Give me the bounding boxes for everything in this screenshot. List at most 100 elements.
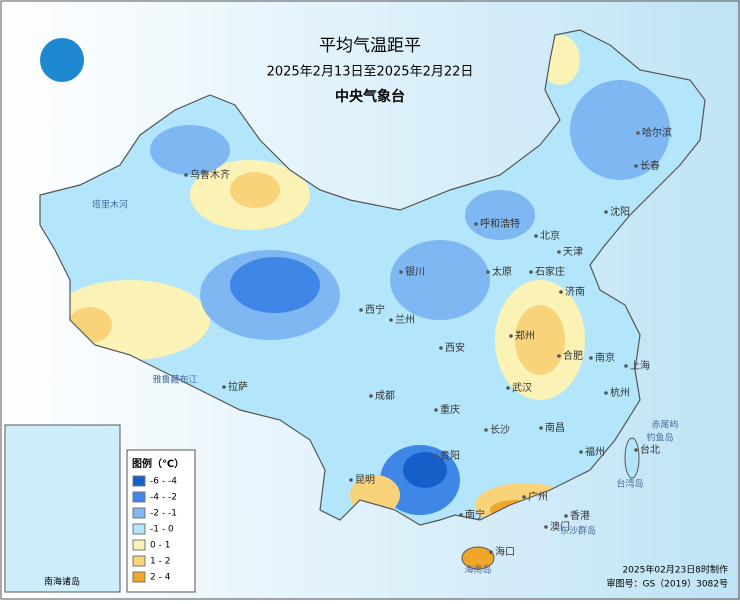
legend-items: -6 - -4 -4 - -2 -2 - -1 -1 - 0 0 - 1 1 - 2 2 -… [132,475,177,583]
city-dot [434,408,438,412]
legend-label: -1 - 0 [150,525,174,535]
city-label: 西安 [445,341,465,354]
legend-swatch [132,475,146,487]
city-dot [579,450,583,454]
city-dot [522,495,526,499]
city-label: 武汉 [512,381,532,394]
place-label: 雅鲁藏布江 [152,374,197,386]
city-dot [529,270,533,274]
city-dot [624,364,628,368]
city-dot [559,290,563,294]
city-label: 香港 [570,510,590,522]
city-label: 福州 [585,445,605,458]
city-dot [589,356,593,360]
city-label: 西宁 [365,303,385,316]
city-label: 长春 [640,160,660,172]
city-dot [557,250,561,254]
city-dot [557,354,561,358]
city-dot [564,514,568,518]
legend-label: 1 - 2 [150,557,170,567]
city-dot [506,386,510,390]
city-dot [534,234,538,238]
city-dot [539,426,543,430]
city-label: 上海 [630,359,650,372]
legend-swatch [132,555,146,567]
city-label: 北京 [540,229,560,242]
city-dot [509,334,513,338]
city-label: 呼和浩特 [480,218,520,230]
city-label: 重庆 [440,403,460,416]
city-dot [544,525,548,529]
logo [40,38,84,82]
city-dot [636,131,640,135]
city-dot [349,478,353,482]
city-dot [389,318,393,322]
city-label: 广州 [528,491,548,503]
city-dot [634,448,638,452]
place-label: 台湾岛 [616,478,643,490]
city-dot [399,270,403,274]
city-dot [604,210,608,214]
city-dot [359,308,363,312]
city-label: 乌鲁木齐 [190,168,230,181]
legend-label: -4 - -2 [150,493,177,503]
city-label: 长沙 [490,424,510,436]
city-dot [369,394,373,398]
legend-swatch [132,507,146,519]
place-label: 塔里木河 [92,199,128,211]
city-label: 石家庄 [535,265,565,278]
city-label: 沈阳 [610,205,630,218]
city-label: 兰州 [395,313,415,326]
place-label: 赤尾屿 [651,420,678,431]
city-label: 海口 [495,545,515,558]
city-label: 郑州 [515,329,535,342]
city-label: 太原 [492,265,512,278]
city-label: 南昌 [545,421,565,434]
legend-swatch [132,539,146,551]
place-label: 钓鱼岛 [646,432,673,444]
taiwan [624,437,640,479]
footer-approval: 审图号：GS（2019）3082号 [607,578,729,590]
legend-swatch [132,523,146,535]
city-label: 哈尔滨 [642,126,672,139]
city-dot [222,385,226,389]
city-label: 拉萨 [228,380,248,393]
city-label: 合肥 [563,349,583,362]
city-dot [604,391,608,395]
city-dot [634,164,638,168]
subtitle: 2025年2月13日至2025年2月22日 [267,65,474,80]
title: 平均气温距平 [319,36,421,56]
place-label: 海南岛 [464,564,491,576]
city-dot [459,513,463,517]
place-label: 东沙群岛 [560,525,596,537]
inset [4,424,121,593]
city-label: 南京 [595,351,615,364]
city-label: 济南 [565,285,585,298]
legend-title: 图例（℃） [132,457,184,470]
city-dot [486,270,490,274]
city-label: 成都 [375,390,395,402]
legend [126,449,196,593]
city-label: 杭州 [610,386,630,399]
city-label: 银川 [405,265,425,278]
legend-swatch [132,491,146,503]
city-label: 贵阳 [440,449,460,462]
city-dot [474,222,478,226]
city-dot [489,550,493,554]
city-label: 台北 [640,443,660,456]
legend-label: -6 - -4 [150,477,177,487]
city-dot [484,428,488,432]
city-dot [184,173,188,177]
legend-swatch [132,571,146,583]
footer-made: 2025年02月23日8时制作 [622,564,728,576]
city-label: 南宁 [465,508,485,521]
inset-label: 南海诸岛 [44,576,80,588]
city-dot [434,454,438,458]
hainan [461,546,495,570]
city-label: 昆明 [355,474,375,486]
city-label: 澳门 [550,520,570,533]
city-dot [439,346,443,350]
